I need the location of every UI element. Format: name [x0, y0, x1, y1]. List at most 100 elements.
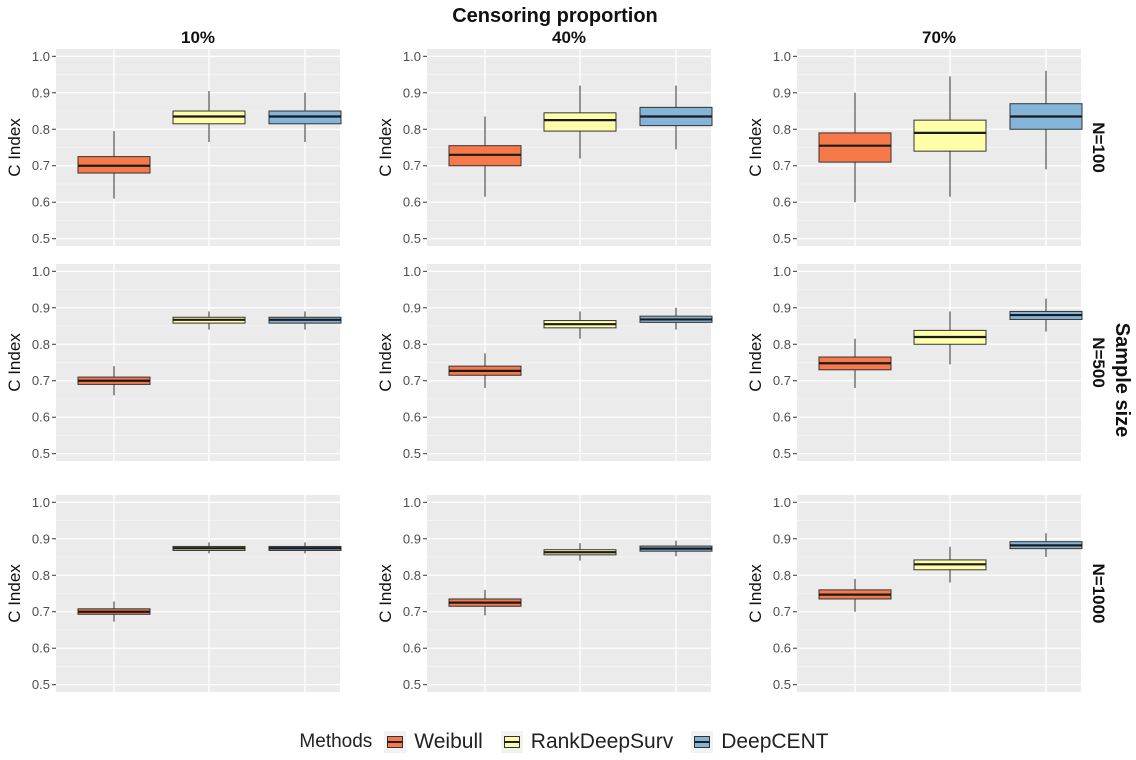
legend-title: Methods — [299, 731, 373, 752]
y-tick-label: 1.0 — [403, 49, 421, 64]
y-tick-label: 0.8 — [773, 122, 791, 137]
panel: 0.5 0.6 0.7 0.8 0.9 1.0 C Index — [5, 495, 342, 692]
y-tick-label: 0.9 — [32, 300, 50, 315]
row-strip-label: N=100 — [1089, 122, 1108, 173]
box-weibull — [77, 601, 151, 622]
y-axis-label: C Index — [746, 118, 765, 177]
box-rankdeepsurv — [543, 311, 617, 339]
y-tick-label: 0.7 — [403, 373, 421, 388]
y-tick-label: 0.5 — [32, 446, 50, 461]
y-tick-label: 0.8 — [403, 337, 421, 352]
y-tick-label: 1.0 — [773, 495, 791, 510]
box-weibull — [818, 338, 892, 389]
y-tick-label: 0.6 — [773, 195, 791, 210]
y-tick-label: 0.6 — [403, 410, 421, 425]
y-tick-label: 0.9 — [32, 85, 50, 100]
iqr-box — [543, 112, 617, 132]
y-tick-label: 0.8 — [403, 122, 421, 137]
box-rankdeepsurv — [172, 311, 246, 330]
iqr-box — [818, 132, 892, 163]
panel: 0.5 0.6 0.7 0.8 0.9 1.0 C Index — [5, 49, 342, 246]
box-weibull — [77, 366, 151, 396]
box-rankdeepsurv — [913, 76, 987, 197]
y-tick-label: 0.7 — [773, 158, 791, 173]
y-tick-label: 0.9 — [403, 300, 421, 315]
y-tick-label: 0.5 — [403, 231, 421, 246]
box-weibull — [448, 353, 522, 389]
y-tick-label: 0.8 — [773, 337, 791, 352]
box-deepcent — [639, 85, 713, 150]
y-tick-label: 0.8 — [773, 568, 791, 583]
y-tick-label: 1.0 — [32, 49, 50, 64]
y-axis-label: C Index — [746, 564, 765, 623]
y-tick-label: 1.0 — [403, 264, 421, 279]
chart-title: Censoring proportion — [452, 5, 658, 27]
box-rankdeepsurv — [543, 85, 617, 159]
y-tick-label: 0.7 — [32, 604, 50, 619]
box-deepcent — [268, 92, 342, 143]
box-deepcent — [1009, 298, 1083, 332]
y-axis-label: C Index — [376, 333, 395, 392]
legend-key-deepcent — [691, 731, 714, 753]
legend-item-weibull: Weibull — [384, 730, 483, 754]
y-tick-label: 0.5 — [403, 677, 421, 692]
y-tick-label: 0.6 — [403, 641, 421, 656]
y-axis-label: C Index — [376, 118, 395, 177]
y-tick-label: 0.9 — [32, 531, 50, 546]
y-tick-label: 0.5 — [773, 231, 791, 246]
box-deepcent — [1009, 533, 1083, 558]
y-tick-label: 0.7 — [32, 158, 50, 173]
box-weibull — [448, 116, 522, 197]
y-tick-label: 1.0 — [773, 49, 791, 64]
sample-size-label: Sample size — [1111, 323, 1133, 438]
box-deepcent — [268, 542, 342, 554]
y-axis-label: C Index — [746, 333, 765, 392]
column-strip-label: 10% — [181, 28, 215, 47]
y-tick-label: 0.5 — [773, 446, 791, 461]
box-deepcent — [268, 311, 342, 330]
y-tick-label: 0.9 — [773, 85, 791, 100]
y-tick-label: 0.6 — [403, 195, 421, 210]
box-weibull — [77, 131, 151, 199]
box-deepcent — [1009, 70, 1083, 170]
y-tick-label: 1.0 — [32, 495, 50, 510]
legend-label-weibull: Weibull — [414, 730, 483, 753]
y-tick-label: 0.5 — [32, 677, 50, 692]
y-tick-label: 0.8 — [32, 122, 50, 137]
box-weibull — [818, 92, 892, 203]
y-tick-label: 0.6 — [773, 641, 791, 656]
y-tick-label: 0.7 — [403, 604, 421, 619]
y-axis-label: C Index — [5, 118, 24, 177]
y-tick-label: 0.5 — [773, 677, 791, 692]
column-strip-label: 40% — [552, 28, 586, 47]
legend: Methods Weibull RankDeepSurv DeepCENT — [0, 724, 1136, 760]
box-rankdeepsurv — [543, 543, 617, 561]
legend-key-rankdeepsurv — [500, 731, 523, 753]
y-tick-label: 0.7 — [403, 158, 421, 173]
box-weibull — [818, 578, 892, 612]
y-tick-label: 0.5 — [32, 231, 50, 246]
panel: 0.5 0.6 0.7 0.8 0.9 1.0 C Index — [376, 49, 713, 246]
box-deepcent — [639, 540, 713, 557]
y-tick-label: 0.8 — [32, 337, 50, 352]
y-tick-label: 0.9 — [403, 531, 421, 546]
panel: 0.5 0.6 0.7 0.8 0.9 1.0 C Index — [376, 264, 713, 461]
row-strip-label: N=1000 — [1089, 563, 1108, 623]
y-tick-label: 0.7 — [32, 373, 50, 388]
column-strip-label: 70% — [922, 28, 956, 47]
legend-label-deepcent: DeepCENT — [721, 730, 829, 753]
panel: 0.5 0.6 0.7 0.8 0.9 1.0 C Index — [5, 264, 342, 461]
y-tick-label: 0.6 — [32, 410, 50, 425]
panel: 0.5 0.6 0.7 0.8 0.9 1.0 C Index — [376, 495, 713, 692]
y-tick-label: 0.7 — [773, 373, 791, 388]
y-tick-label: 0.6 — [773, 410, 791, 425]
y-tick-label: 0.9 — [773, 531, 791, 546]
y-tick-label: 1.0 — [32, 264, 50, 279]
legend-item-rankdeepsurv: RankDeepSurv — [500, 730, 673, 754]
y-axis-label: C Index — [5, 564, 24, 623]
y-tick-label: 0.6 — [32, 641, 50, 656]
y-tick-label: 1.0 — [403, 495, 421, 510]
panel-grid: 10% 40% 70% N=100 N=500 N=1000 0.5 0.6 0.7 0.8 0.9… — [5, 28, 1108, 692]
box-weibull — [448, 589, 522, 616]
box-rankdeepsurv — [172, 90, 246, 143]
